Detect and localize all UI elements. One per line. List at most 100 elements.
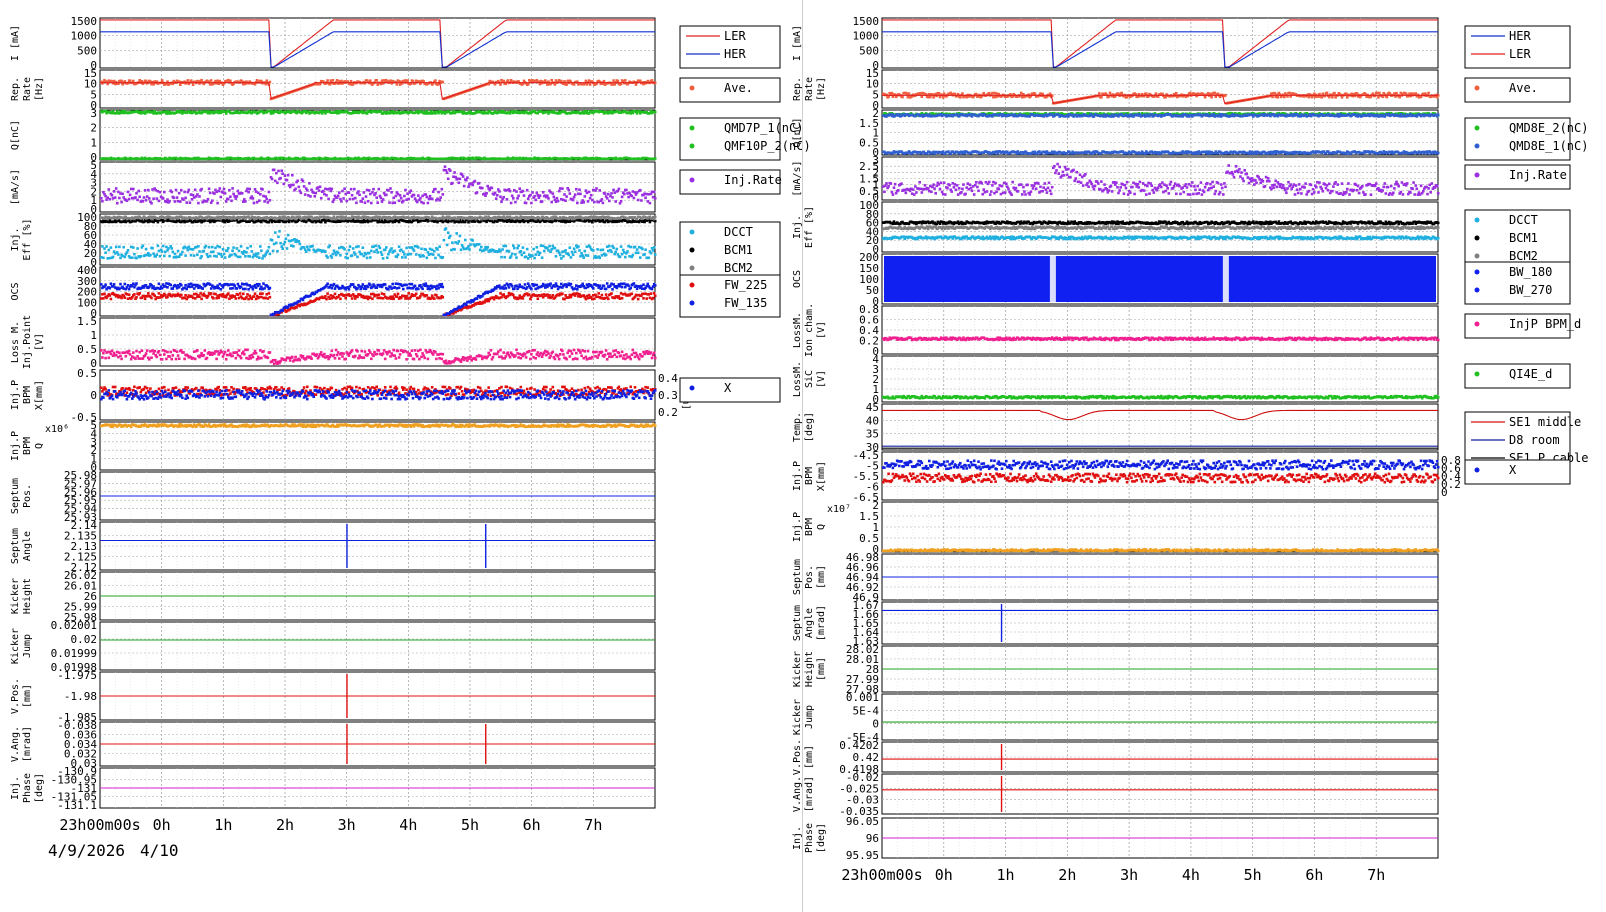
data-point bbox=[447, 110, 451, 113]
data-point bbox=[572, 195, 576, 199]
data-point bbox=[435, 293, 438, 297]
data-point bbox=[244, 217, 247, 221]
data-point bbox=[540, 256, 544, 259]
series-bcm2 bbox=[100, 215, 657, 221]
data-point bbox=[652, 292, 656, 295]
data-point bbox=[468, 248, 471, 251]
data-point bbox=[214, 79, 217, 83]
data-point bbox=[425, 294, 429, 297]
data-point bbox=[535, 79, 539, 82]
data-point bbox=[486, 245, 489, 249]
data-point bbox=[635, 112, 639, 115]
legend-label: LER bbox=[724, 29, 746, 43]
data-point bbox=[328, 187, 331, 190]
data-point bbox=[438, 245, 441, 248]
data-point bbox=[426, 220, 430, 223]
data-point bbox=[386, 256, 389, 259]
data-point bbox=[357, 245, 360, 248]
data-point bbox=[619, 82, 623, 85]
data-point bbox=[546, 83, 549, 86]
data-point bbox=[466, 246, 469, 250]
data-point bbox=[174, 220, 178, 224]
data-point bbox=[336, 109, 340, 113]
data-point bbox=[581, 199, 584, 202]
data-point bbox=[441, 256, 445, 259]
data-point bbox=[587, 190, 591, 194]
data-point bbox=[190, 198, 194, 201]
data-point bbox=[390, 247, 393, 250]
data-point bbox=[538, 251, 542, 255]
data-point bbox=[557, 217, 561, 221]
data-point bbox=[132, 187, 135, 191]
data-point bbox=[413, 197, 417, 200]
legend-rep: Ave. bbox=[679, 77, 781, 103]
data-point bbox=[267, 220, 271, 224]
data-point bbox=[338, 111, 341, 115]
data-point bbox=[645, 192, 648, 196]
data-point bbox=[349, 217, 353, 220]
data-point bbox=[547, 80, 550, 83]
data-point bbox=[492, 193, 496, 196]
data-point bbox=[646, 200, 650, 203]
data-point bbox=[383, 248, 387, 252]
data-point bbox=[417, 287, 420, 291]
data-point bbox=[180, 253, 183, 256]
data-point bbox=[243, 198, 246, 201]
data-point bbox=[281, 247, 284, 250]
data-point bbox=[444, 169, 448, 172]
data-point bbox=[154, 188, 157, 192]
data-point bbox=[623, 192, 626, 196]
data-point bbox=[231, 287, 234, 290]
data-point bbox=[251, 197, 255, 200]
data-point bbox=[517, 244, 520, 247]
data-point bbox=[624, 255, 627, 259]
data-point bbox=[329, 189, 333, 193]
data-point bbox=[431, 253, 435, 256]
data-point bbox=[233, 284, 236, 287]
data-point bbox=[140, 219, 144, 222]
data-point bbox=[636, 198, 640, 202]
data-point bbox=[256, 191, 260, 195]
data-point bbox=[306, 189, 309, 192]
data-point bbox=[642, 283, 645, 286]
legend-label: BCM2 bbox=[724, 261, 753, 275]
data-point bbox=[324, 187, 327, 191]
data-point bbox=[465, 178, 468, 182]
data-point bbox=[184, 254, 187, 257]
data-point bbox=[504, 189, 508, 192]
data-point bbox=[379, 250, 383, 254]
data-point bbox=[540, 200, 544, 203]
data-point bbox=[175, 196, 179, 199]
data-point bbox=[397, 220, 401, 224]
data-point bbox=[347, 248, 351, 252]
data-point bbox=[390, 111, 393, 115]
y-axis-label: Eff [%] bbox=[22, 218, 33, 260]
data-point bbox=[461, 246, 465, 249]
y-tick-label: 100 bbox=[77, 296, 97, 309]
data-point bbox=[166, 295, 169, 299]
data-point bbox=[436, 220, 439, 224]
legend-q: QMD7P_1(nC)QMF10P_2(nC) bbox=[679, 117, 811, 161]
data-point bbox=[144, 198, 148, 202]
data-point bbox=[641, 247, 644, 251]
data-point bbox=[235, 247, 239, 250]
data-point bbox=[500, 200, 503, 204]
data-point bbox=[510, 252, 514, 256]
data-point bbox=[523, 283, 527, 286]
y-axis-label: Q[nC] bbox=[10, 120, 21, 150]
data-point bbox=[151, 80, 154, 84]
data-point bbox=[651, 215, 655, 219]
data-point bbox=[177, 191, 181, 195]
data-point bbox=[229, 79, 232, 83]
data-point bbox=[369, 79, 372, 82]
data-point bbox=[548, 244, 551, 248]
data-point bbox=[227, 246, 230, 250]
data-point bbox=[208, 112, 212, 115]
data-point bbox=[469, 217, 472, 221]
data-point bbox=[252, 295, 256, 298]
data-point bbox=[653, 157, 657, 160]
data-point bbox=[390, 191, 393, 194]
data-point bbox=[355, 245, 358, 249]
data-point bbox=[144, 247, 148, 251]
data-point bbox=[565, 83, 568, 86]
